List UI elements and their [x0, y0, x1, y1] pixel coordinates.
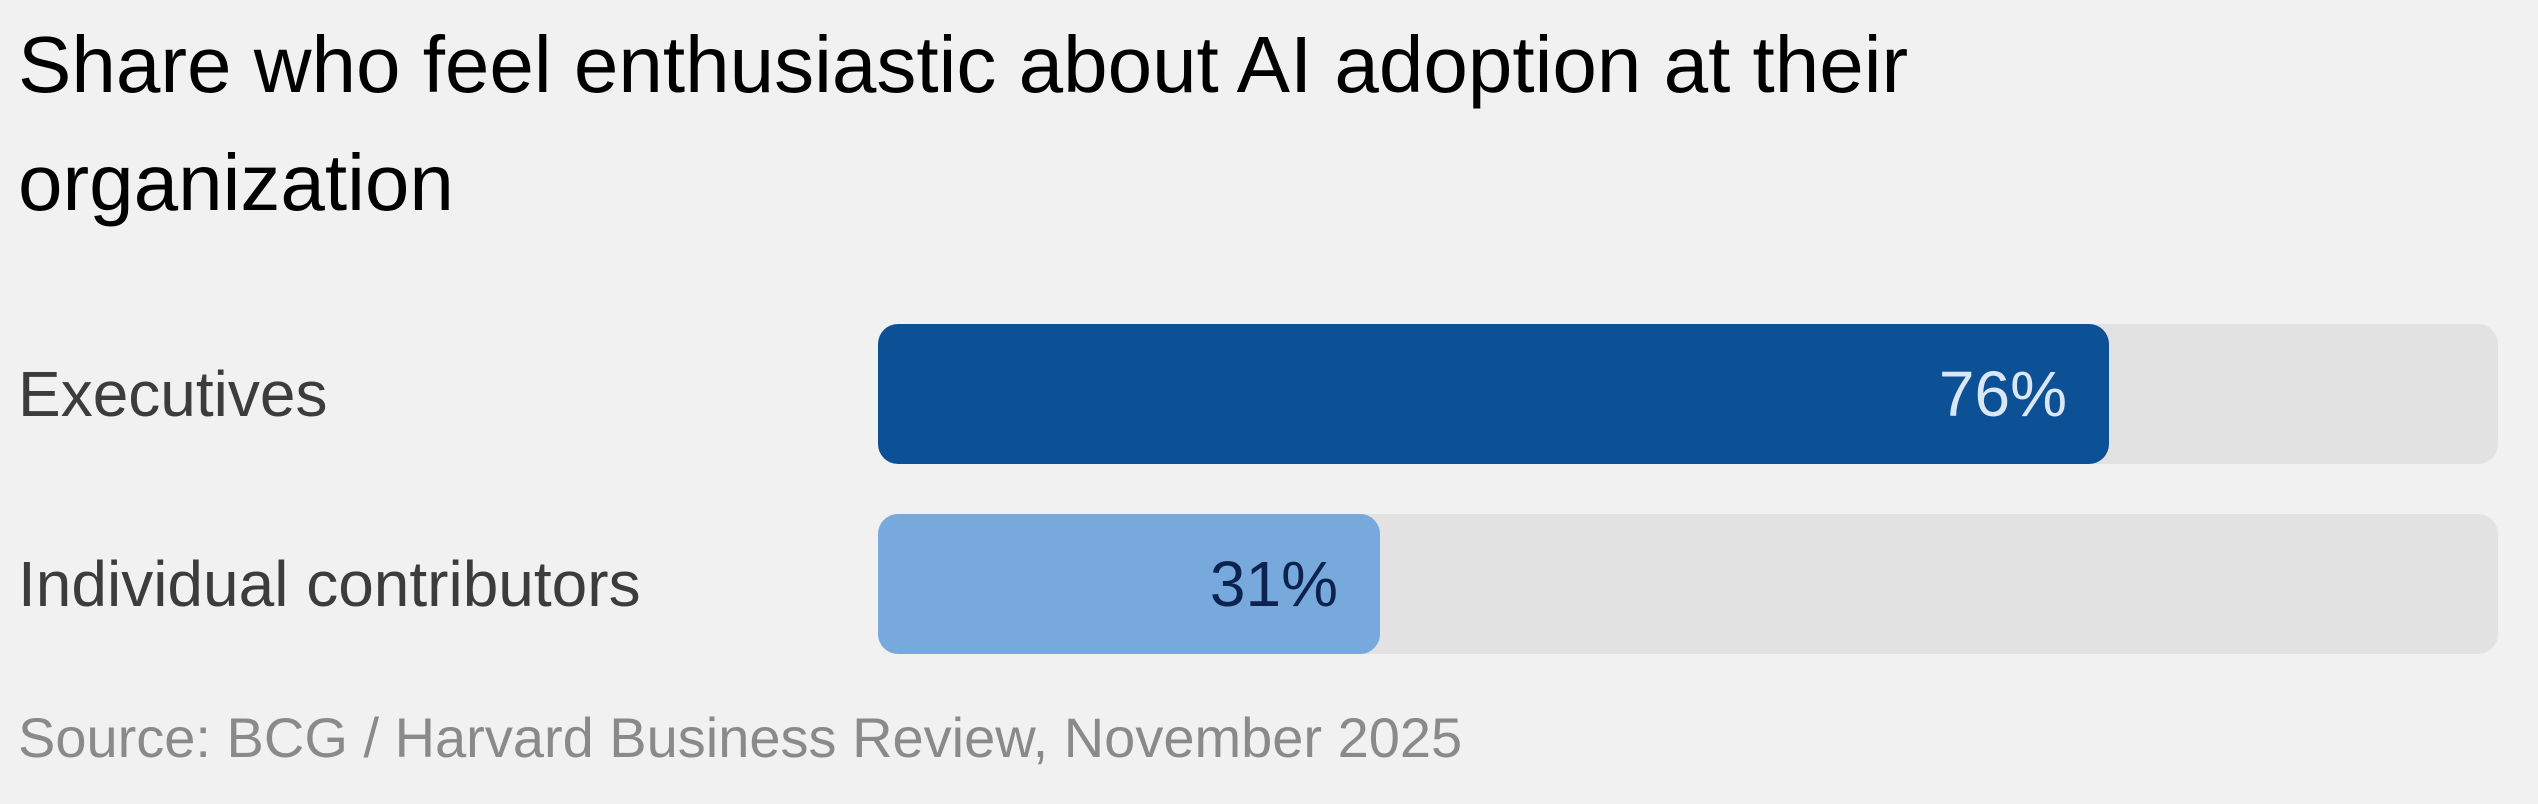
source-note: Source: BCG / Harvard Business Review, N…: [18, 706, 1463, 769]
value-label-executives: 76%: [1938, 358, 2067, 430]
bar-row-executives: Executives 76%: [0, 324, 2538, 464]
bar-row-individual-contributors: Individual contributors 31%: [0, 514, 2538, 654]
chart-title: Share who feel enthusiastic about AI ado…: [18, 20, 1909, 227]
bar-individual-contributors: 31%: [878, 514, 1380, 654]
bar-track-executives: 76%: [878, 324, 2498, 464]
bar-executives: 76%: [878, 324, 2109, 464]
category-label-executives: Executives: [18, 358, 328, 430]
category-label-individual-contributors: Individual contributors: [18, 548, 641, 620]
value-label-individual-contributors: 31%: [1209, 548, 1338, 620]
bar-track-individual-contributors: 31%: [878, 514, 2498, 654]
